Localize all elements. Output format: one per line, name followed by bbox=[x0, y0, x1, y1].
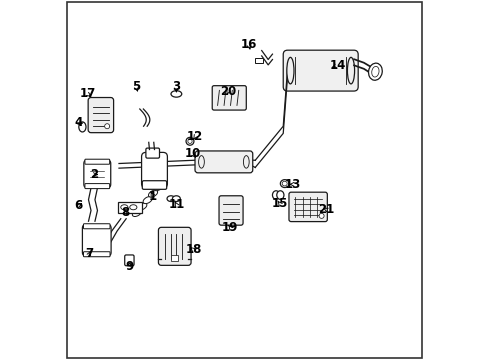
FancyBboxPatch shape bbox=[219, 196, 243, 225]
Ellipse shape bbox=[346, 57, 354, 84]
Ellipse shape bbox=[198, 156, 204, 168]
Text: 20: 20 bbox=[220, 85, 236, 98]
Ellipse shape bbox=[272, 191, 279, 199]
Ellipse shape bbox=[138, 203, 146, 210]
Ellipse shape bbox=[129, 205, 137, 210]
Ellipse shape bbox=[280, 180, 288, 188]
FancyBboxPatch shape bbox=[145, 148, 159, 158]
Ellipse shape bbox=[282, 181, 286, 186]
Ellipse shape bbox=[286, 57, 293, 84]
Ellipse shape bbox=[79, 122, 86, 132]
Circle shape bbox=[319, 213, 324, 219]
Text: 21: 21 bbox=[318, 203, 334, 216]
FancyBboxPatch shape bbox=[283, 50, 357, 91]
Ellipse shape bbox=[167, 196, 175, 202]
FancyBboxPatch shape bbox=[85, 184, 109, 189]
Ellipse shape bbox=[121, 205, 128, 210]
FancyBboxPatch shape bbox=[88, 98, 113, 133]
FancyBboxPatch shape bbox=[124, 255, 134, 266]
Text: 18: 18 bbox=[185, 243, 202, 256]
Ellipse shape bbox=[276, 191, 284, 199]
Ellipse shape bbox=[243, 156, 249, 168]
Text: 13: 13 bbox=[284, 178, 301, 191]
FancyBboxPatch shape bbox=[83, 160, 110, 188]
Ellipse shape bbox=[171, 91, 182, 97]
Ellipse shape bbox=[154, 184, 163, 191]
FancyBboxPatch shape bbox=[158, 227, 191, 265]
Ellipse shape bbox=[368, 63, 382, 80]
Bar bbox=[118, 202, 142, 213]
Text: 5: 5 bbox=[132, 80, 140, 93]
Text: 17: 17 bbox=[79, 87, 95, 100]
Circle shape bbox=[104, 124, 109, 129]
Bar bbox=[255, 58, 263, 63]
Text: 1: 1 bbox=[149, 190, 157, 203]
Text: 7: 7 bbox=[85, 247, 93, 260]
Ellipse shape bbox=[132, 210, 141, 216]
FancyBboxPatch shape bbox=[142, 181, 166, 189]
FancyBboxPatch shape bbox=[85, 159, 109, 164]
Text: 11: 11 bbox=[168, 198, 184, 211]
Text: 14: 14 bbox=[329, 59, 345, 72]
Text: 4: 4 bbox=[75, 116, 83, 129]
Text: 19: 19 bbox=[222, 221, 238, 234]
FancyBboxPatch shape bbox=[142, 152, 167, 188]
Text: 12: 12 bbox=[186, 130, 203, 144]
Ellipse shape bbox=[371, 66, 378, 77]
FancyBboxPatch shape bbox=[212, 86, 246, 110]
FancyBboxPatch shape bbox=[288, 192, 326, 222]
Bar bbox=[171, 255, 178, 261]
FancyBboxPatch shape bbox=[83, 224, 110, 229]
Text: 16: 16 bbox=[240, 38, 257, 51]
Ellipse shape bbox=[148, 190, 157, 197]
Text: 8: 8 bbox=[121, 206, 129, 219]
Text: 2: 2 bbox=[90, 168, 98, 181]
Ellipse shape bbox=[172, 196, 180, 202]
FancyBboxPatch shape bbox=[82, 225, 111, 256]
FancyBboxPatch shape bbox=[195, 151, 252, 173]
Text: 6: 6 bbox=[75, 199, 83, 212]
FancyBboxPatch shape bbox=[83, 252, 110, 257]
Ellipse shape bbox=[187, 139, 192, 143]
Text: 15: 15 bbox=[271, 197, 287, 210]
Text: 3: 3 bbox=[172, 80, 180, 93]
Text: 10: 10 bbox=[184, 147, 200, 159]
Ellipse shape bbox=[185, 137, 194, 145]
Text: 9: 9 bbox=[124, 260, 133, 273]
Ellipse shape bbox=[143, 197, 152, 204]
